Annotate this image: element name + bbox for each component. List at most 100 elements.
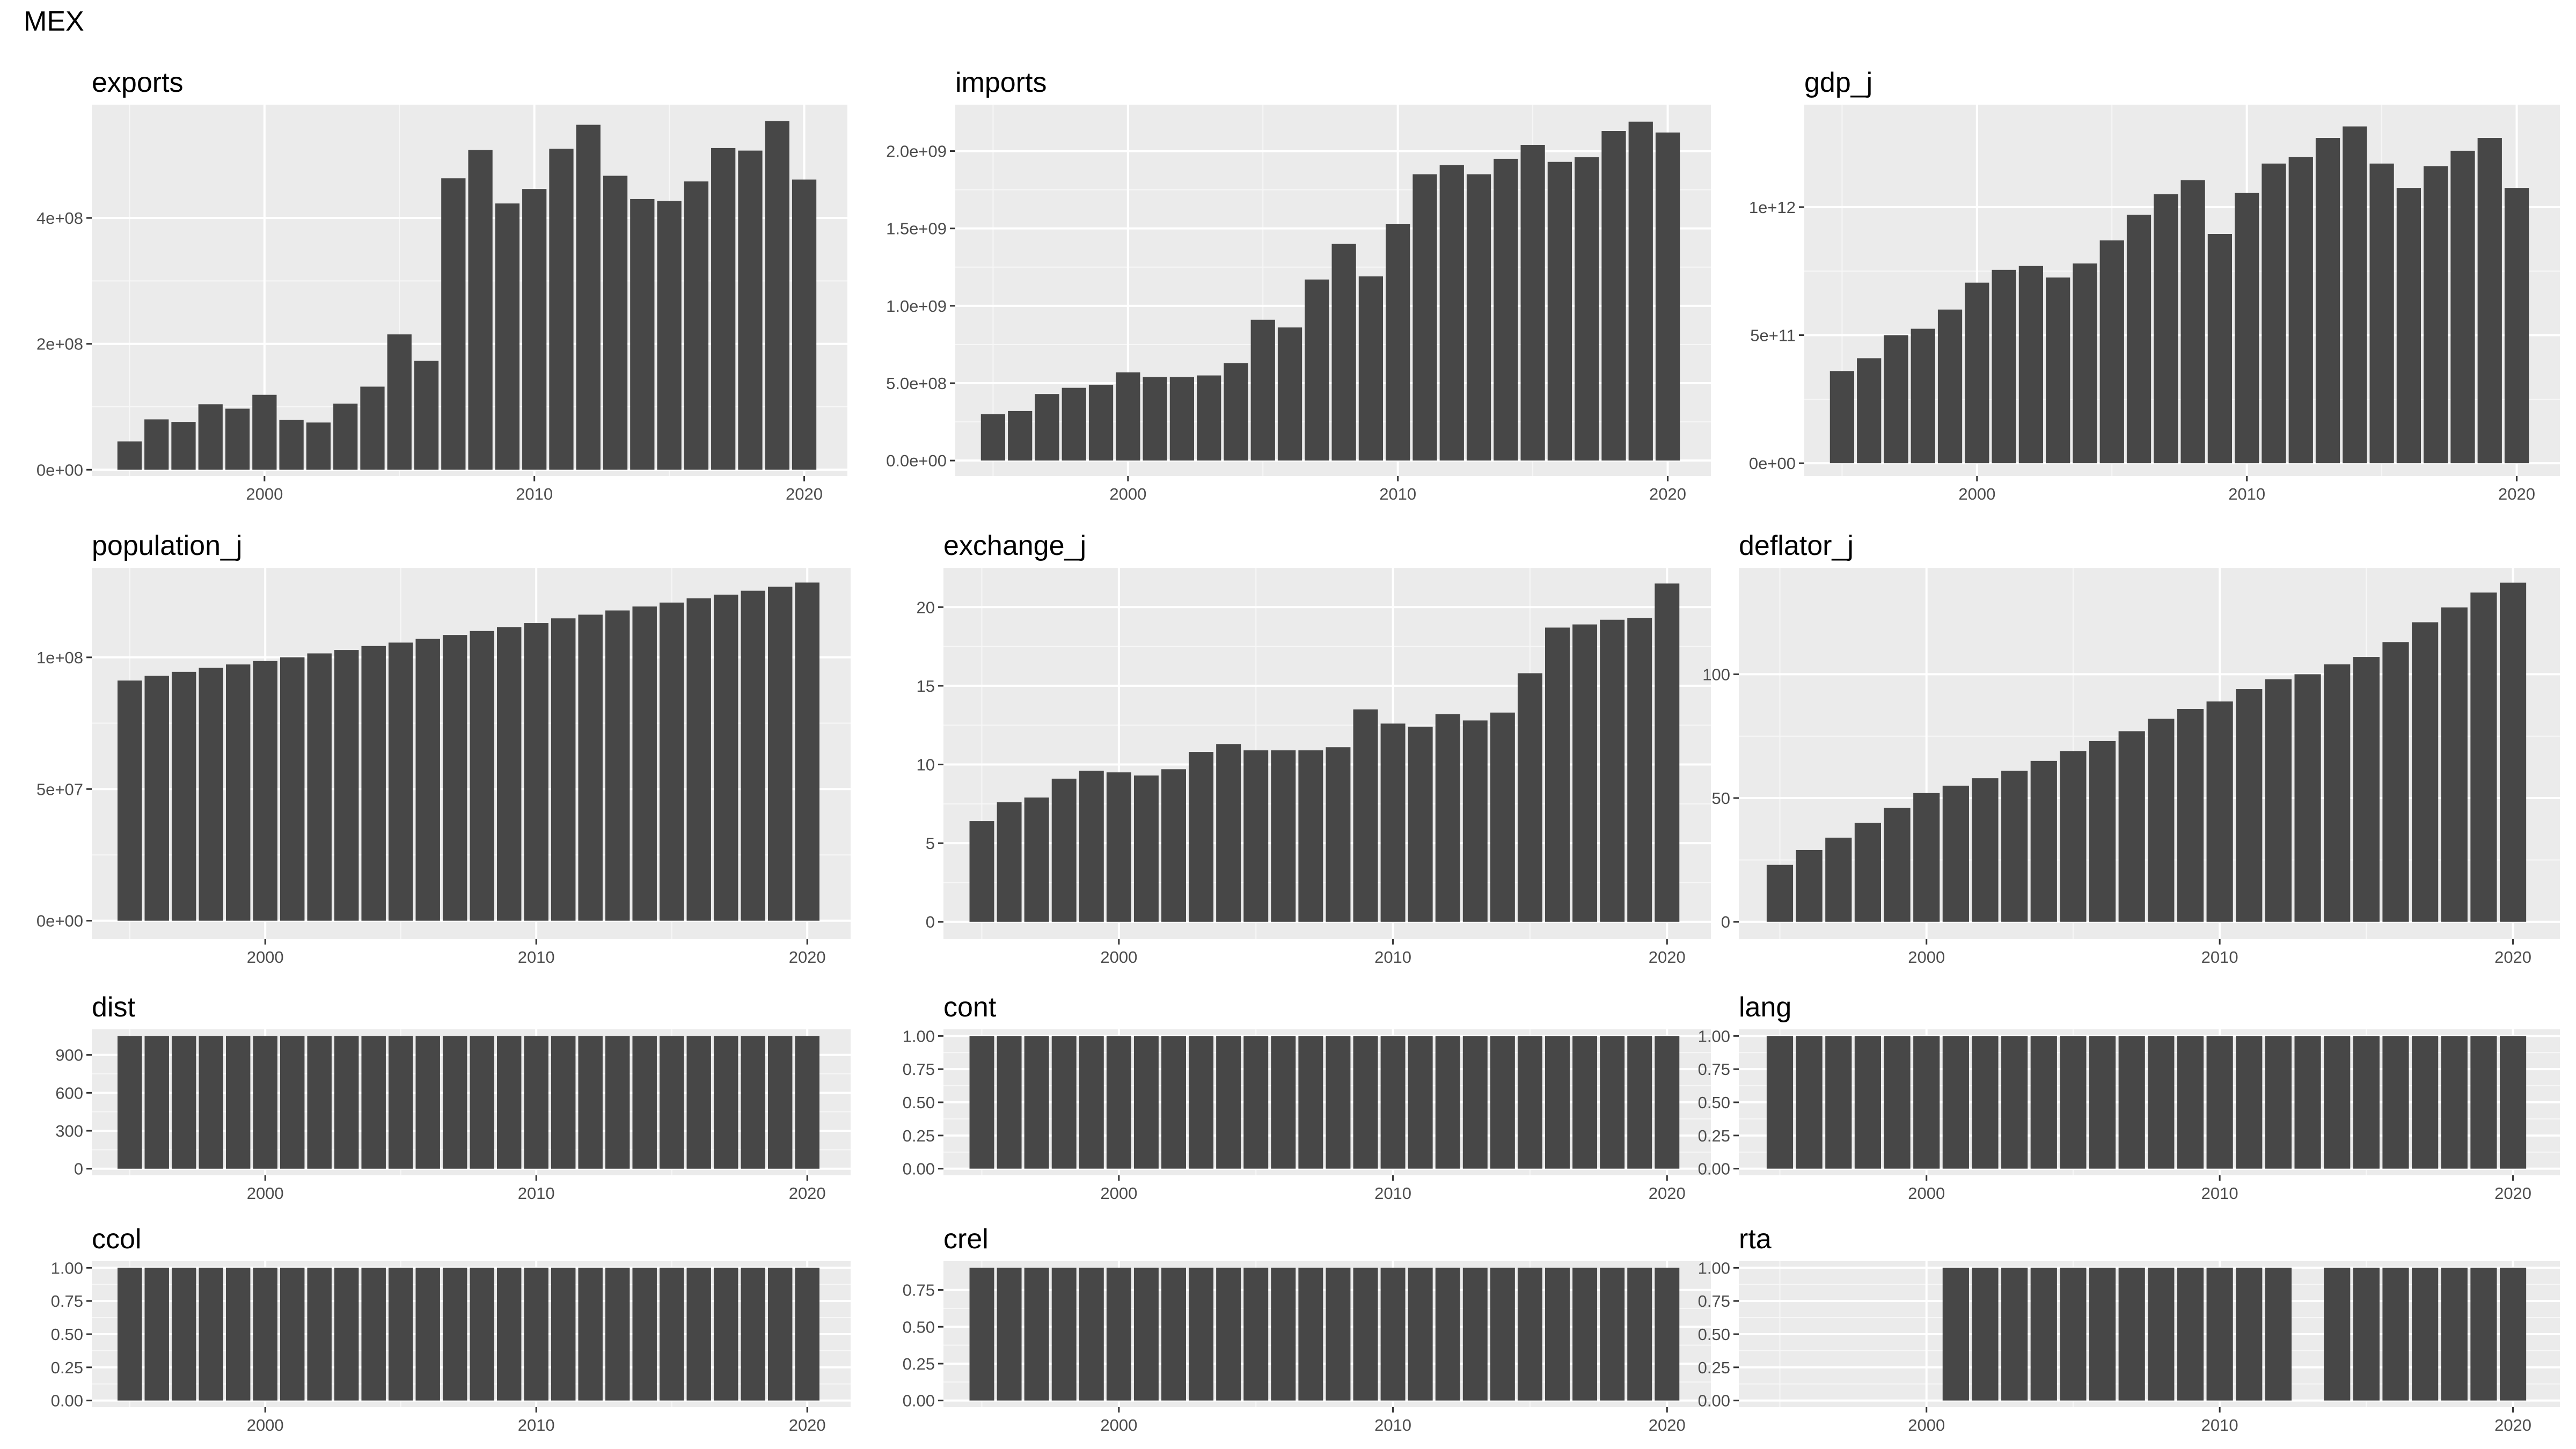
bar [2001, 1268, 2028, 1401]
bar [1766, 865, 1794, 922]
bar [1024, 1036, 1049, 1169]
bar [1216, 744, 1241, 922]
bar [659, 602, 684, 921]
bar [1106, 1268, 1131, 1401]
bar [2207, 234, 2233, 464]
bar [334, 1268, 359, 1401]
bar [1413, 174, 1437, 461]
bar [1106, 772, 1131, 922]
bar [2262, 163, 2286, 464]
bar [144, 676, 169, 921]
bar [630, 199, 655, 470]
bar [2148, 1036, 2175, 1169]
bar [1161, 769, 1186, 922]
bar [1490, 712, 1515, 922]
bar [524, 1036, 548, 1169]
bar [2288, 157, 2313, 464]
bar [578, 614, 603, 921]
x-tick-label: 2010 [2201, 1184, 2238, 1203]
bar [1079, 1036, 1104, 1169]
bar [1277, 327, 1302, 461]
y-tick-label: 1e+12 [1749, 198, 1796, 217]
facet-title: dist [92, 992, 135, 1023]
bar [1490, 1268, 1515, 1401]
bar [713, 595, 738, 921]
bar [307, 1268, 332, 1401]
bar [388, 642, 413, 921]
bar [2441, 1268, 2468, 1401]
bar [767, 587, 793, 921]
bar [1326, 747, 1351, 922]
bar [2324, 664, 2351, 922]
x-tick-label: 2020 [1649, 1416, 1686, 1435]
y-tick-label: 0.25 [51, 1358, 83, 1377]
y-tick-label: 0e+00 [36, 460, 83, 479]
bar [2382, 642, 2409, 922]
bar [2450, 150, 2475, 464]
bar [1857, 358, 1882, 464]
bar [1854, 1036, 1882, 1169]
bar [441, 178, 466, 470]
y-tick-label: 0 [926, 913, 935, 932]
y-tick-label: 0.75 [51, 1292, 83, 1311]
bar [1024, 1268, 1049, 1401]
bar [2499, 582, 2527, 922]
bar [198, 404, 223, 470]
bar [576, 125, 601, 470]
bar [2060, 1268, 2087, 1401]
bar [711, 148, 736, 470]
bar [1079, 771, 1104, 922]
bar [2470, 1036, 2497, 1169]
bar [1462, 1036, 1488, 1169]
bar [171, 671, 196, 921]
x-tick-label: 2020 [789, 948, 826, 967]
x-tick-label: 2010 [516, 485, 553, 503]
bar [686, 1268, 711, 1401]
x-tick-label: 2020 [789, 1416, 826, 1435]
bar [2499, 1036, 2527, 1169]
bar [1937, 309, 1963, 464]
bar [1161, 1268, 1186, 1401]
x-tick-label: 2000 [247, 1416, 284, 1435]
x-tick-label: 2000 [1908, 1416, 1945, 1435]
facet-title: population_j [92, 530, 242, 561]
bar [1600, 1268, 1625, 1401]
bar [117, 680, 142, 921]
bar [1575, 157, 1599, 461]
bar [1600, 1036, 1625, 1169]
bar [2499, 1268, 2527, 1401]
x-tick-label: 2020 [2498, 485, 2535, 503]
bar [2046, 277, 2070, 464]
bar [767, 1268, 793, 1401]
x-tick-label: 2010 [1379, 485, 1416, 503]
y-tick-label: 1.5e+09 [886, 219, 947, 238]
bar [2206, 1268, 2233, 1401]
y-tick-label: 0.00 [1698, 1392, 1730, 1410]
bar [1490, 1036, 1515, 1169]
y-tick-label: 15 [917, 677, 935, 696]
bar [2412, 1036, 2439, 1169]
bar [686, 1036, 711, 1169]
page-title: MEX [24, 6, 84, 37]
y-tick-label: 1.00 [51, 1258, 83, 1277]
bar [2118, 731, 2145, 922]
bar [2148, 719, 2175, 922]
bar [171, 1036, 196, 1169]
bar [980, 414, 1006, 461]
bar [792, 179, 817, 470]
bar [2315, 138, 2340, 464]
bar [1655, 1036, 1680, 1169]
bar [713, 1036, 738, 1169]
bar [1250, 319, 1275, 461]
bar [1189, 1268, 1214, 1401]
bar [2504, 188, 2529, 464]
bar [765, 121, 789, 470]
bar [470, 1268, 494, 1401]
y-tick-label: 0.75 [903, 1060, 935, 1079]
bar [2154, 194, 2178, 464]
y-tick-label: 0 [74, 1160, 83, 1179]
y-tick-label: 0.75 [1698, 1292, 1730, 1311]
bar [997, 802, 1022, 922]
x-tick-label: 2020 [1649, 948, 1686, 967]
bar [1545, 1036, 1570, 1169]
